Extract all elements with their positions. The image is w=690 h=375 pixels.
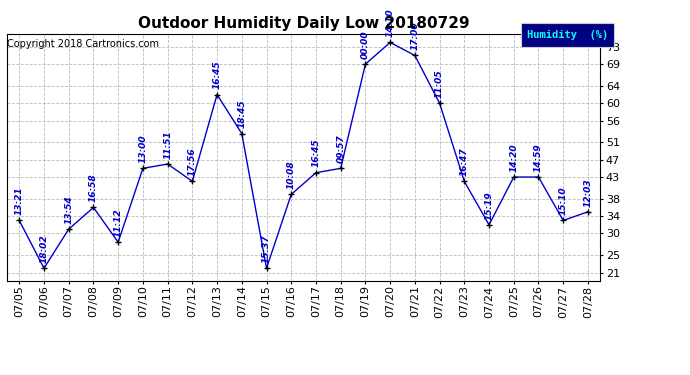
Text: 13:54: 13:54 [64, 195, 73, 224]
Text: 18:02: 18:02 [39, 234, 48, 263]
Text: 16:45: 16:45 [311, 139, 320, 168]
Text: 17:56: 17:56 [188, 147, 197, 176]
Text: 11:05: 11:05 [435, 69, 444, 98]
Text: 15:10: 15:10 [559, 187, 568, 215]
Text: 14:59: 14:59 [534, 143, 543, 172]
Text: 18:45: 18:45 [237, 100, 246, 128]
Text: 14:10: 14:10 [386, 9, 395, 37]
Text: 15:37: 15:37 [262, 234, 271, 263]
Text: 12:03: 12:03 [584, 178, 593, 207]
Text: 16:58: 16:58 [89, 174, 98, 202]
Text: 14:20: 14:20 [509, 143, 518, 172]
Text: 11:12: 11:12 [114, 209, 123, 237]
Text: 00:00: 00:00 [361, 30, 370, 59]
Text: 16:47: 16:47 [460, 147, 469, 176]
Text: 09:57: 09:57 [336, 135, 345, 163]
Text: 17:00: 17:00 [411, 22, 420, 50]
Title: Outdoor Humidity Daily Low 20180729: Outdoor Humidity Daily Low 20180729 [138, 16, 469, 31]
Text: 10:08: 10:08 [287, 160, 296, 189]
Text: Copyright 2018 Cartronics.com: Copyright 2018 Cartronics.com [7, 39, 159, 50]
Text: 11:51: 11:51 [163, 130, 172, 159]
Text: 15:19: 15:19 [484, 191, 493, 220]
Text: 13:00: 13:00 [139, 135, 148, 163]
Text: 13:21: 13:21 [14, 187, 23, 215]
Text: 16:45: 16:45 [213, 61, 221, 89]
Text: Humidity  (%): Humidity (%) [527, 30, 608, 40]
